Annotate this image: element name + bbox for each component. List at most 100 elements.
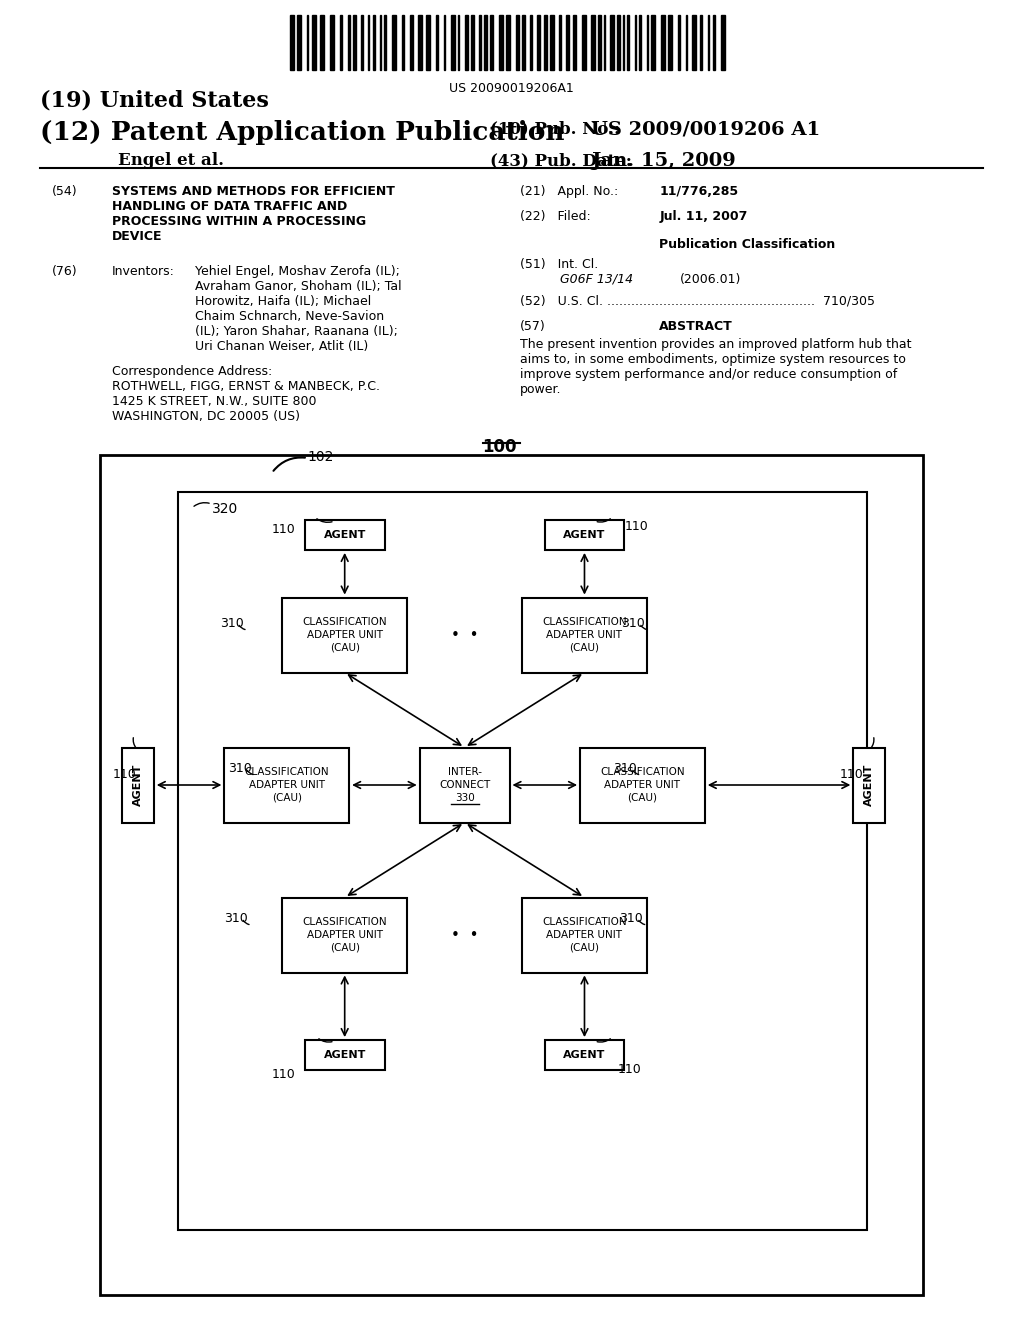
Text: US 2009/0019206 A1: US 2009/0019206 A1 bbox=[592, 120, 820, 139]
Text: 310: 310 bbox=[613, 762, 637, 775]
Text: 310: 310 bbox=[620, 912, 643, 925]
Bar bbox=[662, 15, 666, 70]
Bar bbox=[708, 15, 709, 70]
Text: (51)   Int. Cl.: (51) Int. Cl. bbox=[519, 257, 598, 271]
Text: Inventors:: Inventors: bbox=[112, 265, 175, 279]
Bar bbox=[283, 898, 408, 973]
Text: The present invention provides an improved platform hub that
aims to, in some em: The present invention provides an improv… bbox=[519, 338, 911, 396]
Bar bbox=[436, 15, 437, 70]
Bar bbox=[311, 15, 315, 70]
Text: (12) Patent Application Publication: (12) Patent Application Publication bbox=[40, 120, 564, 145]
Text: (CAU): (CAU) bbox=[569, 942, 599, 953]
Bar bbox=[573, 15, 575, 70]
Text: (CAU): (CAU) bbox=[628, 793, 657, 803]
Bar bbox=[360, 15, 364, 70]
Bar bbox=[458, 15, 460, 70]
Text: 310: 310 bbox=[224, 912, 248, 925]
Text: (10) Pub. No.:: (10) Pub. No.: bbox=[489, 120, 620, 137]
Text: ADAPTER UNIT: ADAPTER UNIT bbox=[307, 630, 383, 640]
Bar bbox=[465, 15, 468, 70]
Bar bbox=[411, 15, 413, 70]
Text: CLASSIFICATION: CLASSIFICATION bbox=[542, 616, 627, 627]
Bar bbox=[582, 15, 586, 70]
Text: 110: 110 bbox=[272, 1068, 296, 1081]
Text: ADAPTER UNIT: ADAPTER UNIT bbox=[547, 931, 623, 940]
Text: 110: 110 bbox=[272, 523, 296, 536]
Text: INTER-: INTER- bbox=[447, 767, 481, 777]
Bar bbox=[290, 15, 294, 70]
Bar bbox=[353, 15, 356, 70]
Text: AGENT: AGENT bbox=[563, 531, 605, 540]
Text: 310: 310 bbox=[220, 616, 244, 630]
Text: ABSTRACT: ABSTRACT bbox=[659, 319, 733, 333]
Text: AGENT: AGENT bbox=[324, 531, 366, 540]
Text: (2006.01): (2006.01) bbox=[679, 273, 740, 286]
Text: 110: 110 bbox=[113, 768, 136, 781]
Bar bbox=[490, 15, 494, 70]
Text: ADAPTER UNIT: ADAPTER UNIT bbox=[547, 630, 623, 640]
Bar bbox=[484, 15, 487, 70]
Text: (76): (76) bbox=[52, 265, 78, 279]
Bar bbox=[305, 520, 385, 550]
Bar bbox=[669, 15, 673, 70]
Bar bbox=[368, 15, 370, 70]
Text: CLASSIFICATION: CLASSIFICATION bbox=[245, 767, 329, 777]
Bar bbox=[529, 15, 532, 70]
Text: AGENT: AGENT bbox=[133, 764, 143, 807]
Bar bbox=[420, 747, 510, 822]
Text: •  •: • • bbox=[451, 627, 478, 643]
Bar bbox=[545, 520, 625, 550]
Text: 320: 320 bbox=[212, 502, 238, 516]
Text: 310: 310 bbox=[227, 762, 252, 775]
Bar bbox=[691, 15, 695, 70]
Text: ADAPTER UNIT: ADAPTER UNIT bbox=[307, 931, 383, 940]
Bar bbox=[178, 492, 867, 1230]
Bar bbox=[478, 15, 481, 70]
Text: Yehiel Engel, Moshav Zerofa (IL);
Avraham Ganor, Shoham (IL); Tal
Horowitz, Haif: Yehiel Engel, Moshav Zerofa (IL); Avraha… bbox=[195, 265, 401, 352]
Bar bbox=[522, 598, 647, 672]
Bar bbox=[516, 15, 519, 70]
Bar bbox=[635, 15, 636, 70]
Text: (19) United States: (19) United States bbox=[40, 90, 269, 112]
Text: CLASSIFICATION: CLASSIFICATION bbox=[600, 767, 685, 777]
Text: CONNECT: CONNECT bbox=[439, 780, 490, 789]
Bar bbox=[401, 15, 404, 70]
Bar bbox=[639, 15, 641, 70]
Bar bbox=[853, 747, 885, 822]
Bar bbox=[506, 15, 510, 70]
Bar bbox=[373, 15, 375, 70]
Bar bbox=[609, 15, 613, 70]
Bar bbox=[559, 15, 561, 70]
Text: (22)   Filed:: (22) Filed: bbox=[519, 210, 590, 223]
Text: CLASSIFICATION: CLASSIFICATION bbox=[302, 917, 387, 927]
Text: (43) Pub. Date:: (43) Pub. Date: bbox=[489, 152, 632, 169]
Text: ADAPTER UNIT: ADAPTER UNIT bbox=[249, 780, 325, 789]
Bar bbox=[566, 15, 568, 70]
Bar bbox=[305, 1040, 385, 1071]
Text: Correspondence Address:
ROTHWELL, FIGG, ERNST & MANBECK, P.C.
1425 K STREET, N.W: Correspondence Address: ROTHWELL, FIGG, … bbox=[112, 366, 380, 422]
Bar bbox=[347, 15, 350, 70]
Bar bbox=[550, 15, 554, 70]
Text: CLASSIFICATION: CLASSIFICATION bbox=[542, 917, 627, 927]
Bar bbox=[100, 455, 924, 1295]
Text: SYSTEMS AND METHODS FOR EFFICIENT
HANDLING OF DATA TRAFFIC AND
PROCESSING WITHIN: SYSTEMS AND METHODS FOR EFFICIENT HANDLI… bbox=[112, 185, 395, 243]
Text: (57): (57) bbox=[519, 319, 546, 333]
Bar bbox=[340, 15, 342, 70]
Text: CLASSIFICATION: CLASSIFICATION bbox=[302, 616, 387, 627]
Text: (21)   Appl. No.:: (21) Appl. No.: bbox=[519, 185, 617, 198]
Bar bbox=[544, 15, 547, 70]
Text: 11/776,285: 11/776,285 bbox=[659, 185, 738, 198]
Bar bbox=[580, 747, 705, 822]
Text: Publication Classification: Publication Classification bbox=[659, 238, 836, 251]
Text: (CAU): (CAU) bbox=[271, 793, 302, 803]
Text: •  •: • • bbox=[451, 928, 478, 942]
Bar bbox=[307, 15, 308, 70]
Bar bbox=[224, 747, 349, 822]
Text: 110: 110 bbox=[840, 768, 863, 781]
Bar bbox=[522, 898, 647, 973]
Text: Engel et al.: Engel et al. bbox=[118, 152, 224, 169]
Bar bbox=[297, 15, 301, 70]
Bar bbox=[522, 15, 525, 70]
Text: US 20090019206A1: US 20090019206A1 bbox=[450, 82, 573, 95]
Text: ADAPTER UNIT: ADAPTER UNIT bbox=[604, 780, 680, 789]
